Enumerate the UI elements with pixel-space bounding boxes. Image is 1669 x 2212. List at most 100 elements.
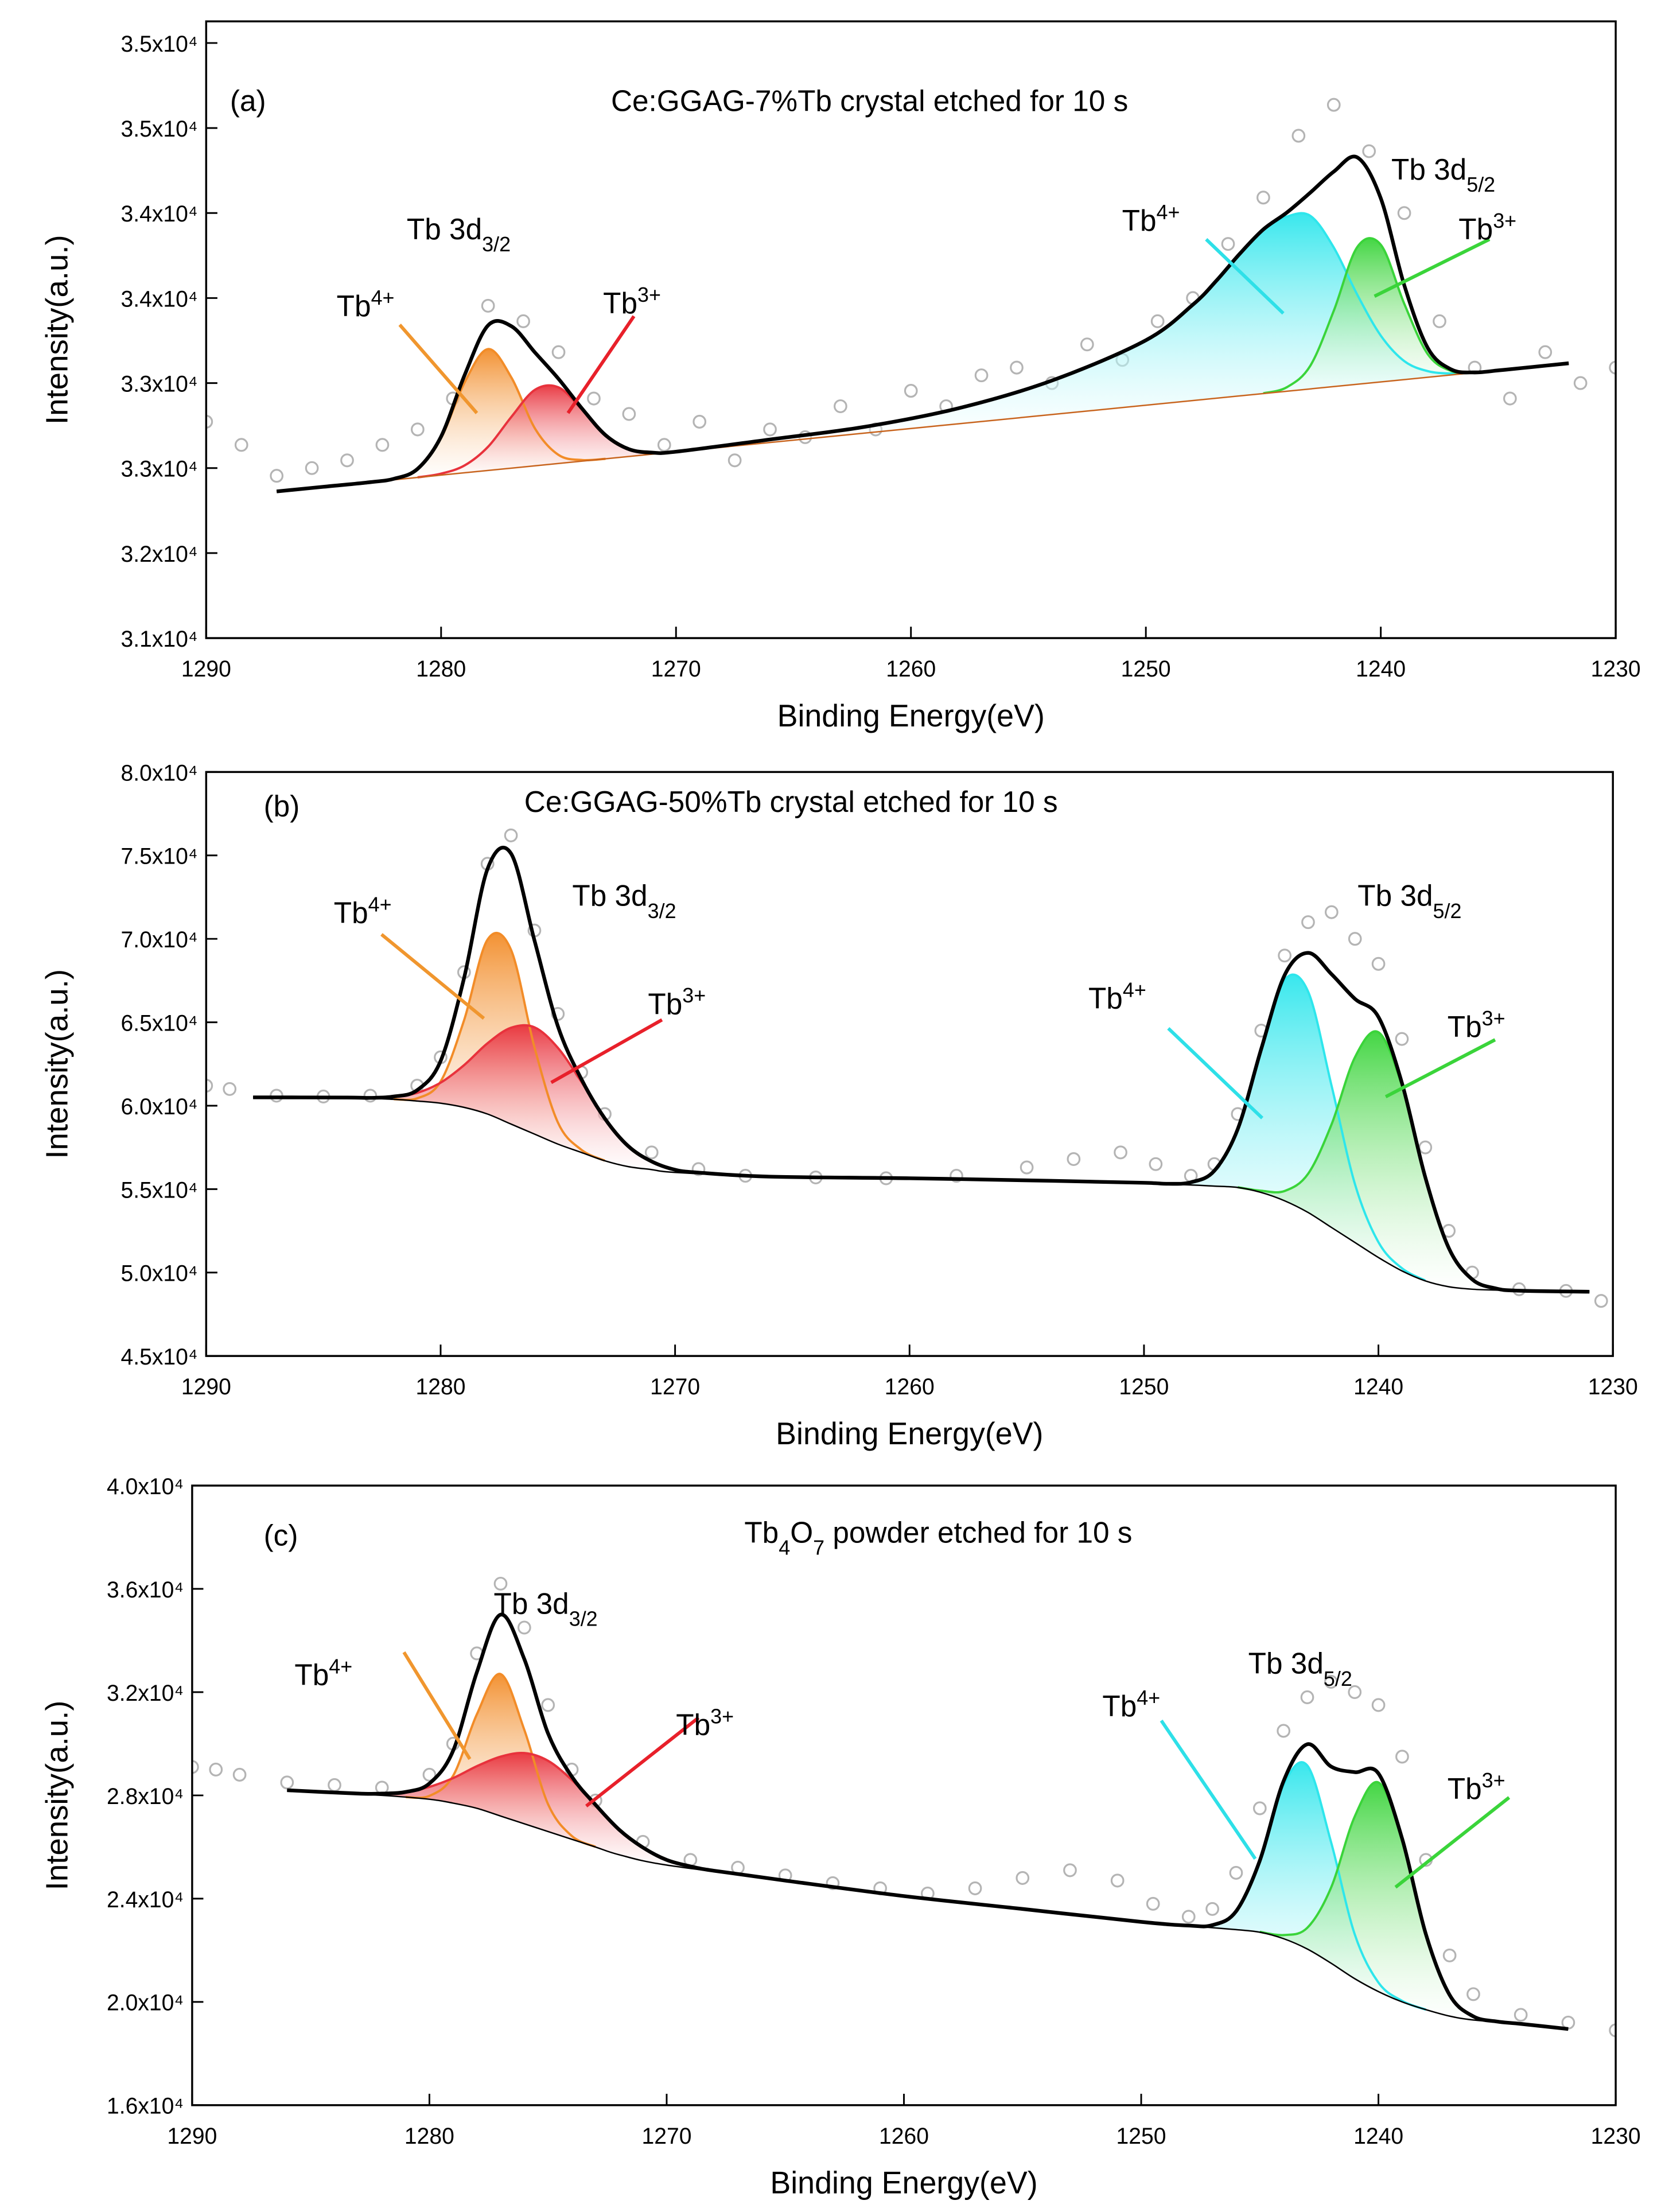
peak-label: Tb 3d5/2 bbox=[1248, 1646, 1352, 1690]
data-point bbox=[1348, 932, 1362, 946]
data-point bbox=[1150, 314, 1165, 328]
y-tick-label: 3.1x10⁴ bbox=[120, 627, 197, 652]
y-tick-label: 4.0x10⁴ bbox=[107, 1474, 184, 1499]
peak-label: Tb 3d5/2 bbox=[1391, 152, 1495, 196]
panel: 1290 1280 1270 1260 1250 1240 1230 3.1x10⁴ 3.2x1… bbox=[40, 20, 1641, 733]
peak-area bbox=[1188, 1762, 1426, 2010]
text-part: 3+ bbox=[637, 282, 661, 306]
data-point bbox=[328, 1778, 341, 1792]
text-part: Tb bbox=[744, 1515, 779, 1549]
data-point bbox=[1397, 206, 1411, 220]
text-part: Tb 3d bbox=[572, 878, 647, 912]
y-tick-label: 3.6x10⁴ bbox=[107, 1577, 184, 1603]
peak-label: Tb3+ bbox=[648, 983, 706, 1020]
data-point bbox=[1278, 948, 1291, 963]
y-tick-label: 3.3x10⁴ bbox=[120, 456, 197, 481]
x-tick-label: 1260 bbox=[879, 2124, 929, 2149]
x-tick-label: 1290 bbox=[167, 2124, 217, 2149]
text-part: Ce:GGAG-7%Tb crystal etched for 10 s bbox=[611, 84, 1128, 117]
y-tick-label: 7.5x10⁴ bbox=[120, 843, 197, 869]
text-part: Tb 3d bbox=[407, 212, 482, 246]
peak-label: Tb4+ bbox=[294, 1654, 352, 1692]
leader-line bbox=[1167, 1027, 1264, 1119]
y-tick-label: 2.0x10⁴ bbox=[107, 1990, 184, 2015]
data-point bbox=[1594, 1294, 1608, 1308]
data-point bbox=[551, 345, 566, 359]
chart-title: Tb4O7 powder etched for 10 s bbox=[744, 1515, 1132, 1559]
x-tick-label: 1280 bbox=[404, 2124, 454, 2149]
plot-frame bbox=[205, 20, 1617, 639]
peak-label: Tb3+ bbox=[1448, 1768, 1505, 1805]
x-tick-label: 1240 bbox=[1353, 1374, 1403, 1399]
y-tick-label: 5.0x10⁴ bbox=[120, 1261, 197, 1286]
y-tick-label: 7.0x10⁴ bbox=[120, 927, 197, 953]
x-tick-label: 1230 bbox=[1591, 656, 1641, 682]
data-point bbox=[305, 461, 319, 475]
data-point bbox=[1371, 1698, 1386, 1712]
data-point bbox=[968, 1881, 982, 1895]
data-point bbox=[727, 453, 742, 468]
leader-line bbox=[1205, 238, 1285, 315]
text-part: 4+ bbox=[371, 285, 395, 309]
data-point bbox=[1229, 1865, 1243, 1880]
data-point bbox=[340, 453, 354, 468]
data-point bbox=[693, 414, 707, 429]
data-point bbox=[209, 1762, 223, 1776]
text-part: 3+ bbox=[1493, 208, 1516, 232]
leader-line bbox=[402, 1651, 472, 1760]
data-point bbox=[363, 1088, 378, 1103]
text-part: Ce:GGAG-50%Tb crystal etched for 10 s bbox=[524, 785, 1058, 818]
panel-label: (c) bbox=[264, 1518, 298, 1552]
leader-line bbox=[1374, 238, 1491, 298]
peak-label: Tb 3d3/2 bbox=[572, 878, 676, 922]
data-point bbox=[1418, 1140, 1433, 1154]
peak-label: Tb4+ bbox=[1088, 978, 1146, 1015]
data-point bbox=[551, 1006, 565, 1021]
data-point bbox=[516, 314, 530, 328]
text-part: 3+ bbox=[1482, 1768, 1505, 1791]
plot-area bbox=[206, 98, 1616, 493]
data-point bbox=[1016, 1871, 1030, 1885]
y-tick-label: 8.0x10⁴ bbox=[120, 760, 197, 786]
text-part: 3/2 bbox=[648, 899, 676, 922]
data-point bbox=[1221, 237, 1235, 251]
plot-area bbox=[206, 828, 1608, 1308]
data-point bbox=[1020, 1160, 1034, 1175]
y-tick-label: 3.5x10⁴ bbox=[120, 116, 197, 142]
data-point bbox=[1395, 1750, 1409, 1764]
data-point bbox=[1010, 360, 1024, 375]
data-point bbox=[1466, 1987, 1480, 2001]
text-part: 5/2 bbox=[1433, 899, 1462, 922]
data-point bbox=[270, 469, 284, 483]
data-point bbox=[517, 1620, 531, 1635]
panel: 1290 1280 1270 1260 1250 1240 1230 4.5x10⁴ 5.0x1… bbox=[40, 760, 1638, 1451]
x-tick-label: 1270 bbox=[650, 1374, 700, 1399]
data-point bbox=[1609, 360, 1616, 375]
text-part: 7 bbox=[813, 1535, 824, 1559]
text-part: Tb bbox=[334, 896, 368, 929]
data-point bbox=[1395, 1032, 1409, 1046]
data-point bbox=[834, 399, 847, 414]
data-point bbox=[826, 1876, 840, 1890]
fit-envelope bbox=[276, 154, 1569, 493]
text-part: Tb 3d bbox=[1391, 152, 1466, 185]
text-part: 4+ bbox=[1123, 978, 1146, 1001]
data-point bbox=[1114, 1145, 1127, 1160]
data-point bbox=[234, 438, 248, 452]
data-point bbox=[1291, 129, 1306, 143]
text-part: Tb bbox=[676, 1708, 710, 1741]
data-point bbox=[1256, 191, 1270, 205]
data-point bbox=[1442, 1948, 1457, 1962]
data-point bbox=[763, 422, 777, 437]
peak-label: Tb4+ bbox=[337, 285, 395, 322]
data-point bbox=[1609, 2023, 1616, 2038]
y-tick-label: 3.2x10⁴ bbox=[120, 542, 197, 567]
text-part: Tb bbox=[294, 1658, 329, 1691]
plot-area bbox=[192, 1576, 1616, 2038]
data-point bbox=[411, 422, 425, 437]
peak-label: Tb4+ bbox=[1122, 200, 1180, 237]
y-tick-label: 3.4x10⁴ bbox=[120, 201, 197, 227]
